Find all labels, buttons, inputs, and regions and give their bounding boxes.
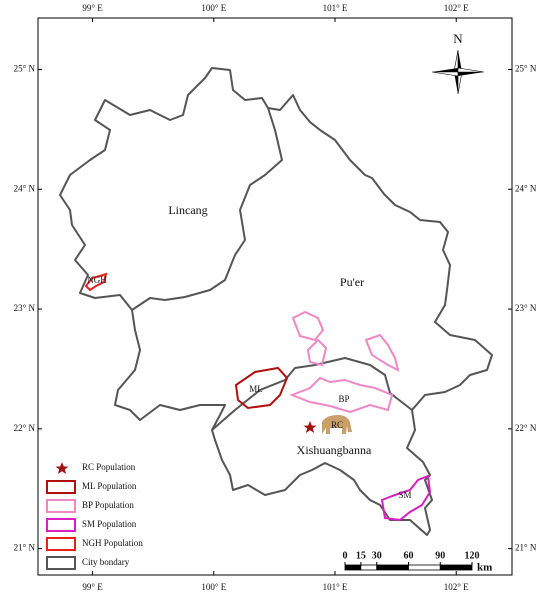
scale-label: 120 xyxy=(465,550,480,561)
lat-tick-label: 23° N xyxy=(515,303,537,313)
scale-segment xyxy=(344,564,362,571)
legend-label: NGH Population xyxy=(82,538,143,548)
north-arrow xyxy=(431,49,485,95)
lat-tick-label: 25° N xyxy=(515,64,537,74)
lat-tick-label: 23° N xyxy=(14,303,36,313)
scale-label: 0 xyxy=(343,550,348,561)
legend-swatch xyxy=(46,480,76,494)
region-label: Xishuangbanna xyxy=(297,443,372,457)
bp-population xyxy=(289,376,394,414)
legend-swatch xyxy=(46,556,76,570)
lat-tick-label: 21° N xyxy=(515,543,537,553)
population-label: SM xyxy=(398,490,411,500)
scale-label: 30 xyxy=(372,550,382,561)
city-boundary xyxy=(131,107,283,311)
lon-tick-label: 102° E xyxy=(444,582,469,592)
legend-label: City bondary xyxy=(82,557,130,567)
scale-label: 15 xyxy=(356,550,366,561)
elephant-icon xyxy=(322,415,352,434)
population-label: NGH xyxy=(87,275,107,285)
legend-label: BP Population xyxy=(82,500,134,510)
sm-population xyxy=(380,474,432,522)
bp-population xyxy=(306,338,328,367)
bp-population xyxy=(291,310,325,342)
region-label: Pu'er xyxy=(340,275,364,289)
lat-tick-label: 22° N xyxy=(14,423,36,433)
scale-label: 90 xyxy=(435,550,445,561)
legend-label: RC Population xyxy=(82,462,136,472)
north-label: N xyxy=(453,31,463,46)
scale-unit: km xyxy=(477,562,492,574)
population-label: BP xyxy=(338,394,349,404)
legend-star xyxy=(55,462,69,474)
legend-label: SM Population xyxy=(82,519,137,529)
legend-swatch xyxy=(46,518,76,532)
lon-tick-label: 100° E xyxy=(201,582,226,592)
lon-tick-label: 99° E xyxy=(82,3,103,13)
lon-tick-label: 101° E xyxy=(323,3,348,13)
region-label: Lincang xyxy=(168,203,207,217)
city-boundary xyxy=(59,67,493,536)
scale-segment xyxy=(408,564,441,571)
population-label: RC xyxy=(331,420,343,430)
map-frame xyxy=(37,17,513,576)
rc-star xyxy=(303,421,317,433)
ngh-population xyxy=(84,272,108,292)
scale-segment xyxy=(439,564,473,571)
scale-segment xyxy=(376,564,409,571)
lat-tick-label: 22° N xyxy=(515,423,537,433)
legend-swatch xyxy=(46,499,76,513)
lon-tick-label: 99° E xyxy=(82,582,103,592)
lon-tick-label: 101° E xyxy=(323,582,348,592)
lat-tick-label: 21° N xyxy=(14,543,36,553)
scale-label: 60 xyxy=(404,550,414,561)
city-boundary xyxy=(211,357,413,431)
population-label: ML xyxy=(249,384,263,394)
legend: RC Population ML Population BP Populatio… xyxy=(46,462,143,570)
legend-swatch xyxy=(46,537,76,551)
scale-segment xyxy=(360,564,378,571)
lat-tick-label: 25° N xyxy=(14,64,36,74)
lat-tick-label: 24° N xyxy=(14,183,36,193)
lat-tick-label: 24° N xyxy=(515,183,537,193)
legend-label: ML Population xyxy=(82,481,137,491)
bp-population xyxy=(364,333,400,372)
lon-tick-label: 100° E xyxy=(201,3,226,13)
ml-population xyxy=(234,366,289,410)
lon-tick-label: 102° E xyxy=(444,3,469,13)
